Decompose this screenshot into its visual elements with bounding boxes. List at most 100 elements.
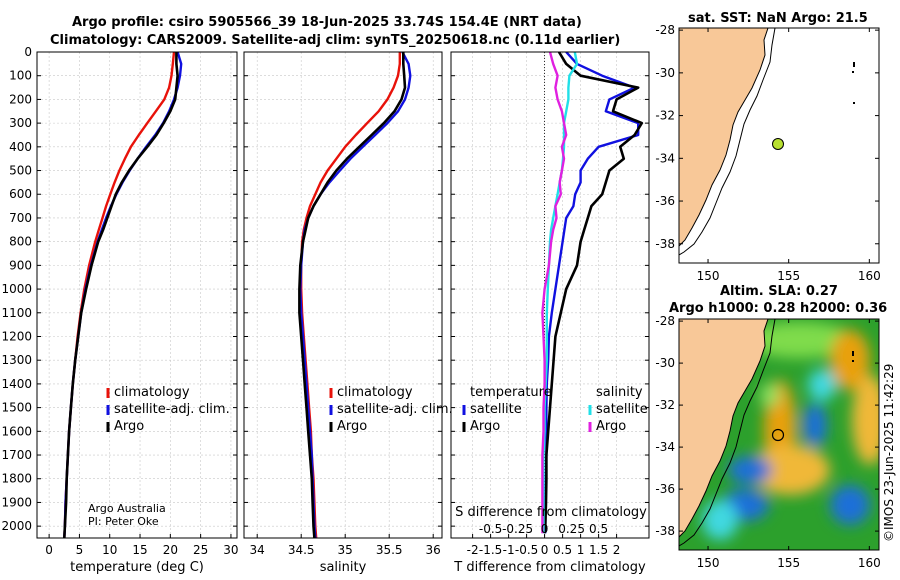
plot-area — [244, 52, 442, 538]
y-tick-label: 600 — [9, 187, 32, 201]
map-x-tick-label: 155 — [777, 556, 800, 570]
map-y-tick-label: -36 — [655, 482, 675, 496]
y-tick-label: 500 — [9, 164, 32, 178]
map-y-tick-label: -38 — [655, 524, 675, 538]
island-marker — [853, 62, 855, 67]
x-tick-label: 25 — [193, 543, 208, 557]
x-tick-label: 10 — [102, 543, 117, 557]
x-tick-label: 34.5 — [288, 543, 315, 557]
x-tick-label: 0 — [541, 543, 549, 557]
y-tick-label: 1500 — [1, 401, 32, 415]
map-y-tick-label: -32 — [655, 109, 675, 123]
map-y-tick-label: -34 — [655, 440, 675, 454]
map-bottom-title2: Argo h1000: 0.28 h2000: 0.36 — [669, 301, 888, 316]
map-y-tick-label: -28 — [655, 23, 675, 37]
difference-panel: -2 -1.5 -1 -0.5 0 0.5 1 1.5 2T difference from c… — [450, 51, 650, 575]
x-tick-label: 0.5 — [553, 543, 572, 557]
map-y-tick-label: -32 — [655, 398, 675, 412]
legend-climatology-label: climatology — [114, 385, 190, 400]
island-marker — [852, 351, 854, 356]
x-axis-label: T difference from climatology — [453, 560, 646, 575]
plot-frame — [36, 51, 238, 539]
legend-argo-label: Argo — [114, 419, 144, 434]
s-tick-label: 0.25 — [558, 522, 585, 536]
y-tick-label: 1000 — [1, 282, 32, 296]
y-tick-label: 1900 — [1, 495, 32, 509]
y-tick-label: 1100 — [1, 306, 32, 320]
map-bottom-title1: Altim. SLA: 0.27 — [720, 284, 838, 299]
y-tick-label: 300 — [9, 116, 32, 130]
land-mass — [679, 28, 769, 247]
x-axis-label: salinity — [320, 560, 367, 575]
x-tick-label: 1 — [577, 543, 585, 557]
map-y-tick-label: -38 — [655, 237, 675, 251]
x-tick-label: 30 — [223, 543, 238, 557]
map-y-tick-label: -36 — [655, 194, 675, 208]
legend-temp-argo-label: Argo — [470, 419, 500, 434]
legend-temp-satellite-label: satellite — [470, 402, 522, 417]
x-tick-label: 5 — [76, 543, 84, 557]
x-tick-label: 15 — [132, 543, 147, 557]
map-y-tick-label: -34 — [655, 151, 675, 165]
s-tick-label: -0.25 — [502, 522, 533, 536]
land-mass — [679, 319, 769, 538]
salinity-panel: 34 34.5 35 35.5 36 salinity climatology satelli… — [243, 51, 453, 575]
y-tick-label: 900 — [9, 258, 32, 272]
s-tick-label: 0 — [541, 522, 549, 536]
map-top-title: sat. SST: NaN Argo: 21.5 — [688, 11, 868, 26]
plot-area — [451, 52, 649, 538]
x-tick-label: -0.5 — [515, 543, 538, 557]
y-tick-label: 0 — [24, 45, 32, 59]
coast-contour — [679, 28, 776, 256]
y-tick-label: 200 — [9, 92, 32, 106]
plot-frame — [450, 51, 650, 539]
map-y-tick-label: -28 — [655, 314, 675, 328]
s-tick-label: 0.5 — [589, 522, 608, 536]
series-line-temperature-satellite — [544, 52, 640, 534]
x-tick-label: -1.5 — [479, 543, 502, 557]
x-axis-label: temperature (deg C) — [70, 560, 204, 575]
series-line-argo — [63, 52, 179, 538]
series-line-temperature-argo — [543, 52, 644, 534]
plot-frame — [243, 51, 443, 539]
top-axis-label: S difference from climatology — [455, 505, 647, 520]
series-group — [298, 52, 412, 538]
watermark: ©IMOS 23-Jun-2025 11:42:29 — [882, 364, 896, 542]
argo-float-marker — [772, 138, 784, 150]
s-tick-label: -0.5 — [479, 522, 502, 536]
x-tick-label: 2 — [613, 543, 621, 557]
figure-title-line1: Argo profile: csiro 5905566_39 18-Jun-20… — [72, 15, 582, 30]
map-x-tick-label: 160 — [858, 269, 881, 283]
series-line-argo — [298, 52, 407, 538]
y-tick-label: 1700 — [1, 448, 32, 462]
credit-line1: Argo Australia — [88, 502, 166, 515]
x-tick-label: 36 — [426, 543, 441, 557]
temperature-panel: 0100200300400500600700800900100011001200… — [1, 45, 238, 575]
map-x-tick-label: 150 — [697, 269, 720, 283]
x-tick-label: 35 — [338, 543, 353, 557]
y-tick-label: 800 — [9, 235, 32, 249]
x-tick-label: 35.5 — [376, 543, 403, 557]
map-y-tick-label: -30 — [655, 66, 675, 80]
y-tick-label: 700 — [9, 211, 32, 225]
y-tick-label: 1200 — [1, 329, 32, 343]
y-tick-label: 1800 — [1, 472, 32, 486]
legend-climatology-label: climatology — [337, 385, 413, 400]
y-tick-label: 1600 — [1, 424, 32, 438]
map-x-tick-label: 160 — [858, 556, 881, 570]
y-tick-label: 2000 — [1, 519, 32, 533]
x-tick-label: 0 — [45, 543, 53, 557]
y-tick-label: 400 — [9, 140, 32, 154]
legend-sal-argo-label: Argo — [596, 419, 626, 434]
island-marker — [853, 102, 855, 104]
legend-argo-label: Argo — [337, 419, 367, 434]
x-tick-label: 34 — [250, 543, 265, 557]
plot-area — [37, 52, 237, 538]
island-marker — [852, 360, 854, 362]
legend-temperature-heading: temperature — [470, 385, 552, 400]
series-line-salinity-argo — [541, 52, 568, 534]
legend-salinity-heading: salinity — [596, 385, 643, 400]
series-group — [541, 52, 644, 534]
y-tick-label: 1300 — [1, 353, 32, 367]
